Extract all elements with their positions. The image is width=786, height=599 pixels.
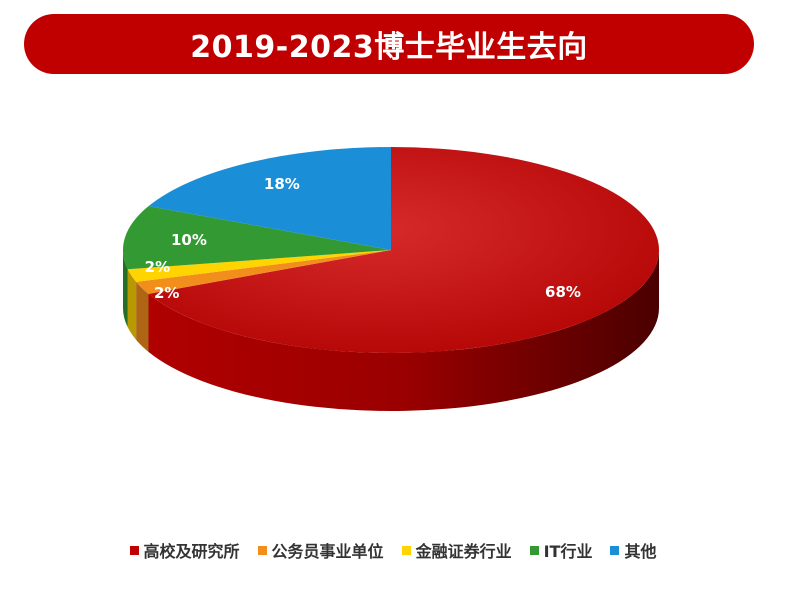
legend-label: IT行业 <box>543 542 593 561</box>
chart-title: 2019-2023博士毕业生去向 <box>190 30 588 65</box>
pie-slice-0 <box>148 147 659 353</box>
legend-item: 高校及研究所 <box>129 538 240 562</box>
legend-item: 其他 <box>610 538 656 562</box>
legend: 高校及研究所 公务员事业单位 金融证券行业 IT行业 其他 <box>0 538 786 562</box>
legend-label: 高校及研究所 <box>143 542 240 561</box>
pie-slice-3 <box>123 206 392 270</box>
legend-label: 其他 <box>624 542 657 561</box>
legend-item: IT行业 <box>529 538 593 562</box>
data-label-3: 10% <box>171 231 207 249</box>
pie-slice-side-3 <box>123 250 128 328</box>
title-bar: 2019-2023博士毕业生去向 <box>24 14 754 74</box>
legend-label: 金融证券行业 <box>415 542 512 561</box>
pie-label-layer: 68%2%2%10%18% <box>145 175 581 302</box>
pie-top-layer <box>123 147 659 353</box>
pie-chart: 68%2%2%10%18% <box>123 147 659 411</box>
pie-slice-side-0 <box>148 250 659 411</box>
data-label-1: 2% <box>154 284 179 302</box>
pie-slice-1 <box>136 250 391 294</box>
pie-slice-side-2 <box>127 269 137 340</box>
legend-swatch-3 <box>529 545 539 555</box>
legend-item: 金融证券行业 <box>401 538 512 562</box>
legend-label: 公务员事业单位 <box>271 542 384 561</box>
data-label-2: 2% <box>145 258 170 276</box>
legend-swatch-4 <box>610 545 620 555</box>
legend-swatch-0 <box>129 545 139 555</box>
pie-side-layer <box>123 250 659 411</box>
legend-swatch-2 <box>401 545 411 555</box>
pie-slice-4 <box>148 147 391 250</box>
data-label-4: 18% <box>264 175 300 193</box>
legend-item: 公务员事业单位 <box>257 538 384 562</box>
pie-slice-side-1 <box>136 281 149 352</box>
legend-swatch-1 <box>257 545 267 555</box>
data-label-0: 68% <box>545 283 581 301</box>
pie-slice-2 <box>127 250 392 282</box>
